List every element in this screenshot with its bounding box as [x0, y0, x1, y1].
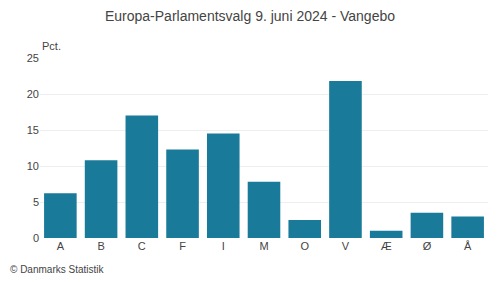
svg-text:I: I: [222, 240, 225, 252]
svg-text:25: 25: [27, 52, 39, 64]
svg-text:Europa-Parlamentsvalg 9. juni: Europa-Parlamentsvalg 9. juni 2024 - Van…: [105, 8, 395, 24]
svg-text:F: F: [179, 240, 186, 252]
svg-text:0: 0: [33, 232, 39, 244]
svg-text:B: B: [97, 240, 104, 252]
svg-text:V: V: [342, 240, 350, 252]
svg-text:15: 15: [27, 124, 39, 136]
svg-text:Æ: Æ: [381, 240, 392, 252]
svg-text:Pct.: Pct.: [42, 40, 61, 52]
svg-text:© Danmarks Statistik: © Danmarks Statistik: [10, 264, 105, 275]
svg-text:C: C: [138, 240, 146, 252]
svg-text:5: 5: [33, 196, 39, 208]
svg-text:A: A: [57, 240, 65, 252]
svg-text:O: O: [300, 240, 309, 252]
svg-text:10: 10: [27, 160, 39, 172]
svg-text:Ø: Ø: [423, 240, 432, 252]
svg-text:20: 20: [27, 88, 39, 100]
svg-text:M: M: [259, 240, 268, 252]
svg-text:Å: Å: [464, 240, 472, 252]
